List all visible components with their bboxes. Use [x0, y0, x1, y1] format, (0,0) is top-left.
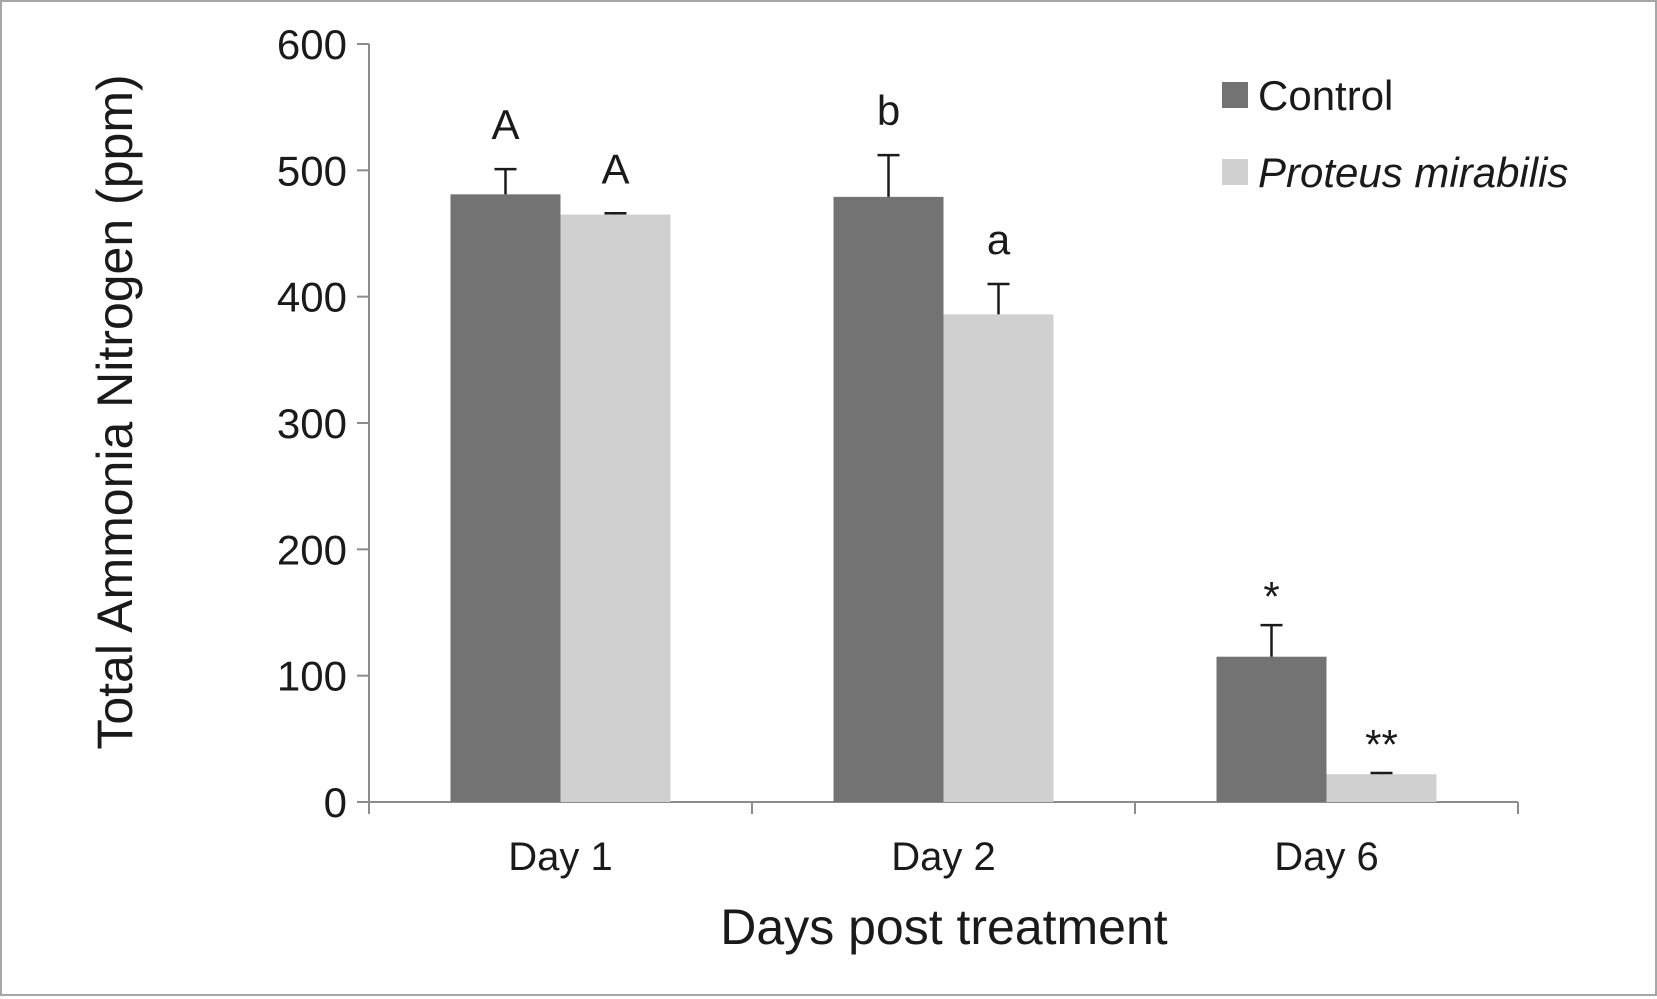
- significance-label: *: [1263, 573, 1279, 620]
- bar: [450, 194, 561, 802]
- legend-label: Proteus mirabilis: [1258, 149, 1568, 196]
- x-tick-label: Day 1: [508, 835, 613, 879]
- significance-label: b: [877, 87, 900, 134]
- significance-label: A: [601, 145, 629, 192]
- legend-swatch: [1222, 82, 1248, 108]
- x-tick-label: Day 2: [891, 835, 996, 879]
- axes: 0 100 200 300 400 500 600 Day 1 Day 2 Day 6: [277, 21, 1519, 879]
- bar: [560, 214, 671, 803]
- y-tick-label: 500: [277, 147, 347, 194]
- legend: Control Proteus mirabilis: [1222, 72, 1568, 196]
- bar: [943, 314, 1054, 802]
- y-tick-label: 300: [277, 400, 347, 447]
- significance-label: A: [491, 101, 519, 148]
- legend-swatch: [1222, 159, 1248, 185]
- y-tick-label: 100: [277, 653, 347, 700]
- x-tick-label: Day 6: [1274, 835, 1379, 879]
- bar: [833, 196, 944, 802]
- x-axis-title: Days post treatment: [720, 899, 1168, 955]
- y-tick-label: 600: [277, 21, 347, 68]
- bar: [1216, 656, 1327, 802]
- y-axis-title: Total Ammonia Nitrogen (ppm): [87, 74, 143, 749]
- bar: [1326, 774, 1437, 802]
- y-tick-label: 0: [324, 779, 347, 826]
- bars: [450, 153, 1437, 803]
- legend-label: Control: [1258, 72, 1393, 119]
- significance-label: **: [1365, 721, 1398, 768]
- y-tick-label: 400: [277, 274, 347, 321]
- significance-label: a: [987, 216, 1011, 263]
- y-tick-label: 200: [277, 526, 347, 573]
